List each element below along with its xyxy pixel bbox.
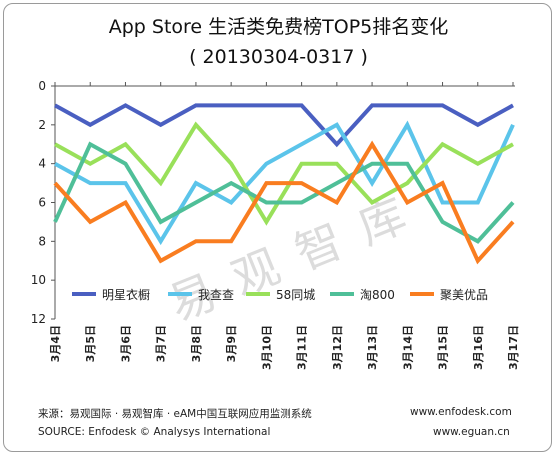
url-enfodesk: www.enfodesk.com [410,406,512,418]
series-line-5 [53,140,515,265]
x-tick-label: 3月13日 [366,325,379,370]
chart-title: App Store 生活类免费榜TOP5排名变化 [108,16,449,38]
x-tick-label: 3月9日 [225,325,238,362]
x-tick-label: 3月5日 [84,325,97,362]
source-cn: 来源：易观国际 · 易观智库 · eAM中国互联网应用监测系统 [38,408,312,420]
y-tick-label: 8 [38,234,46,248]
x-tick-label: 3月4日 [49,325,62,362]
source-en: SOURCE: Enfodesk © Analysys Internationa… [38,426,271,438]
legend-label: 我查查 [198,288,234,302]
series-line-4 [53,141,515,244]
series-line-2 [54,120,515,246]
x-tick-label: 3月10日 [260,325,273,370]
x-tick-label: 3月17日 [507,325,520,370]
y-tick-label: 4 [38,157,46,171]
y-tick-label: 10 [31,273,46,287]
legend-label: 淘800 [360,288,395,302]
x-tick-label: 3月8日 [190,325,203,362]
chart-subtitle: ( 20130304-0317 ) [189,46,368,68]
x-tick-label: 3月6日 [119,325,132,362]
series-line-3 [54,121,514,226]
x-tick-label: 3月12日 [331,325,344,370]
x-tick-label: 3月11日 [296,325,309,370]
x-tick-label: 3月15日 [437,325,450,370]
x-tick-label: 3月7日 [155,325,168,362]
legend-label: 明星衣橱 [102,287,150,302]
y-tick-label: 2 [38,118,46,132]
y-tick-label: 0 [38,79,46,93]
y-tick-label: 6 [38,196,46,210]
x-tick-label: 3月16日 [472,325,485,370]
legend-label: 58同城 [276,288,315,302]
series-line-1 [54,103,514,148]
x-tick-label: 3月14日 [401,325,414,370]
legend-label: 聚美优品 [440,288,488,302]
y-tick-label: 12 [31,312,46,326]
url-eguan: www.eguan.cn [433,426,510,438]
